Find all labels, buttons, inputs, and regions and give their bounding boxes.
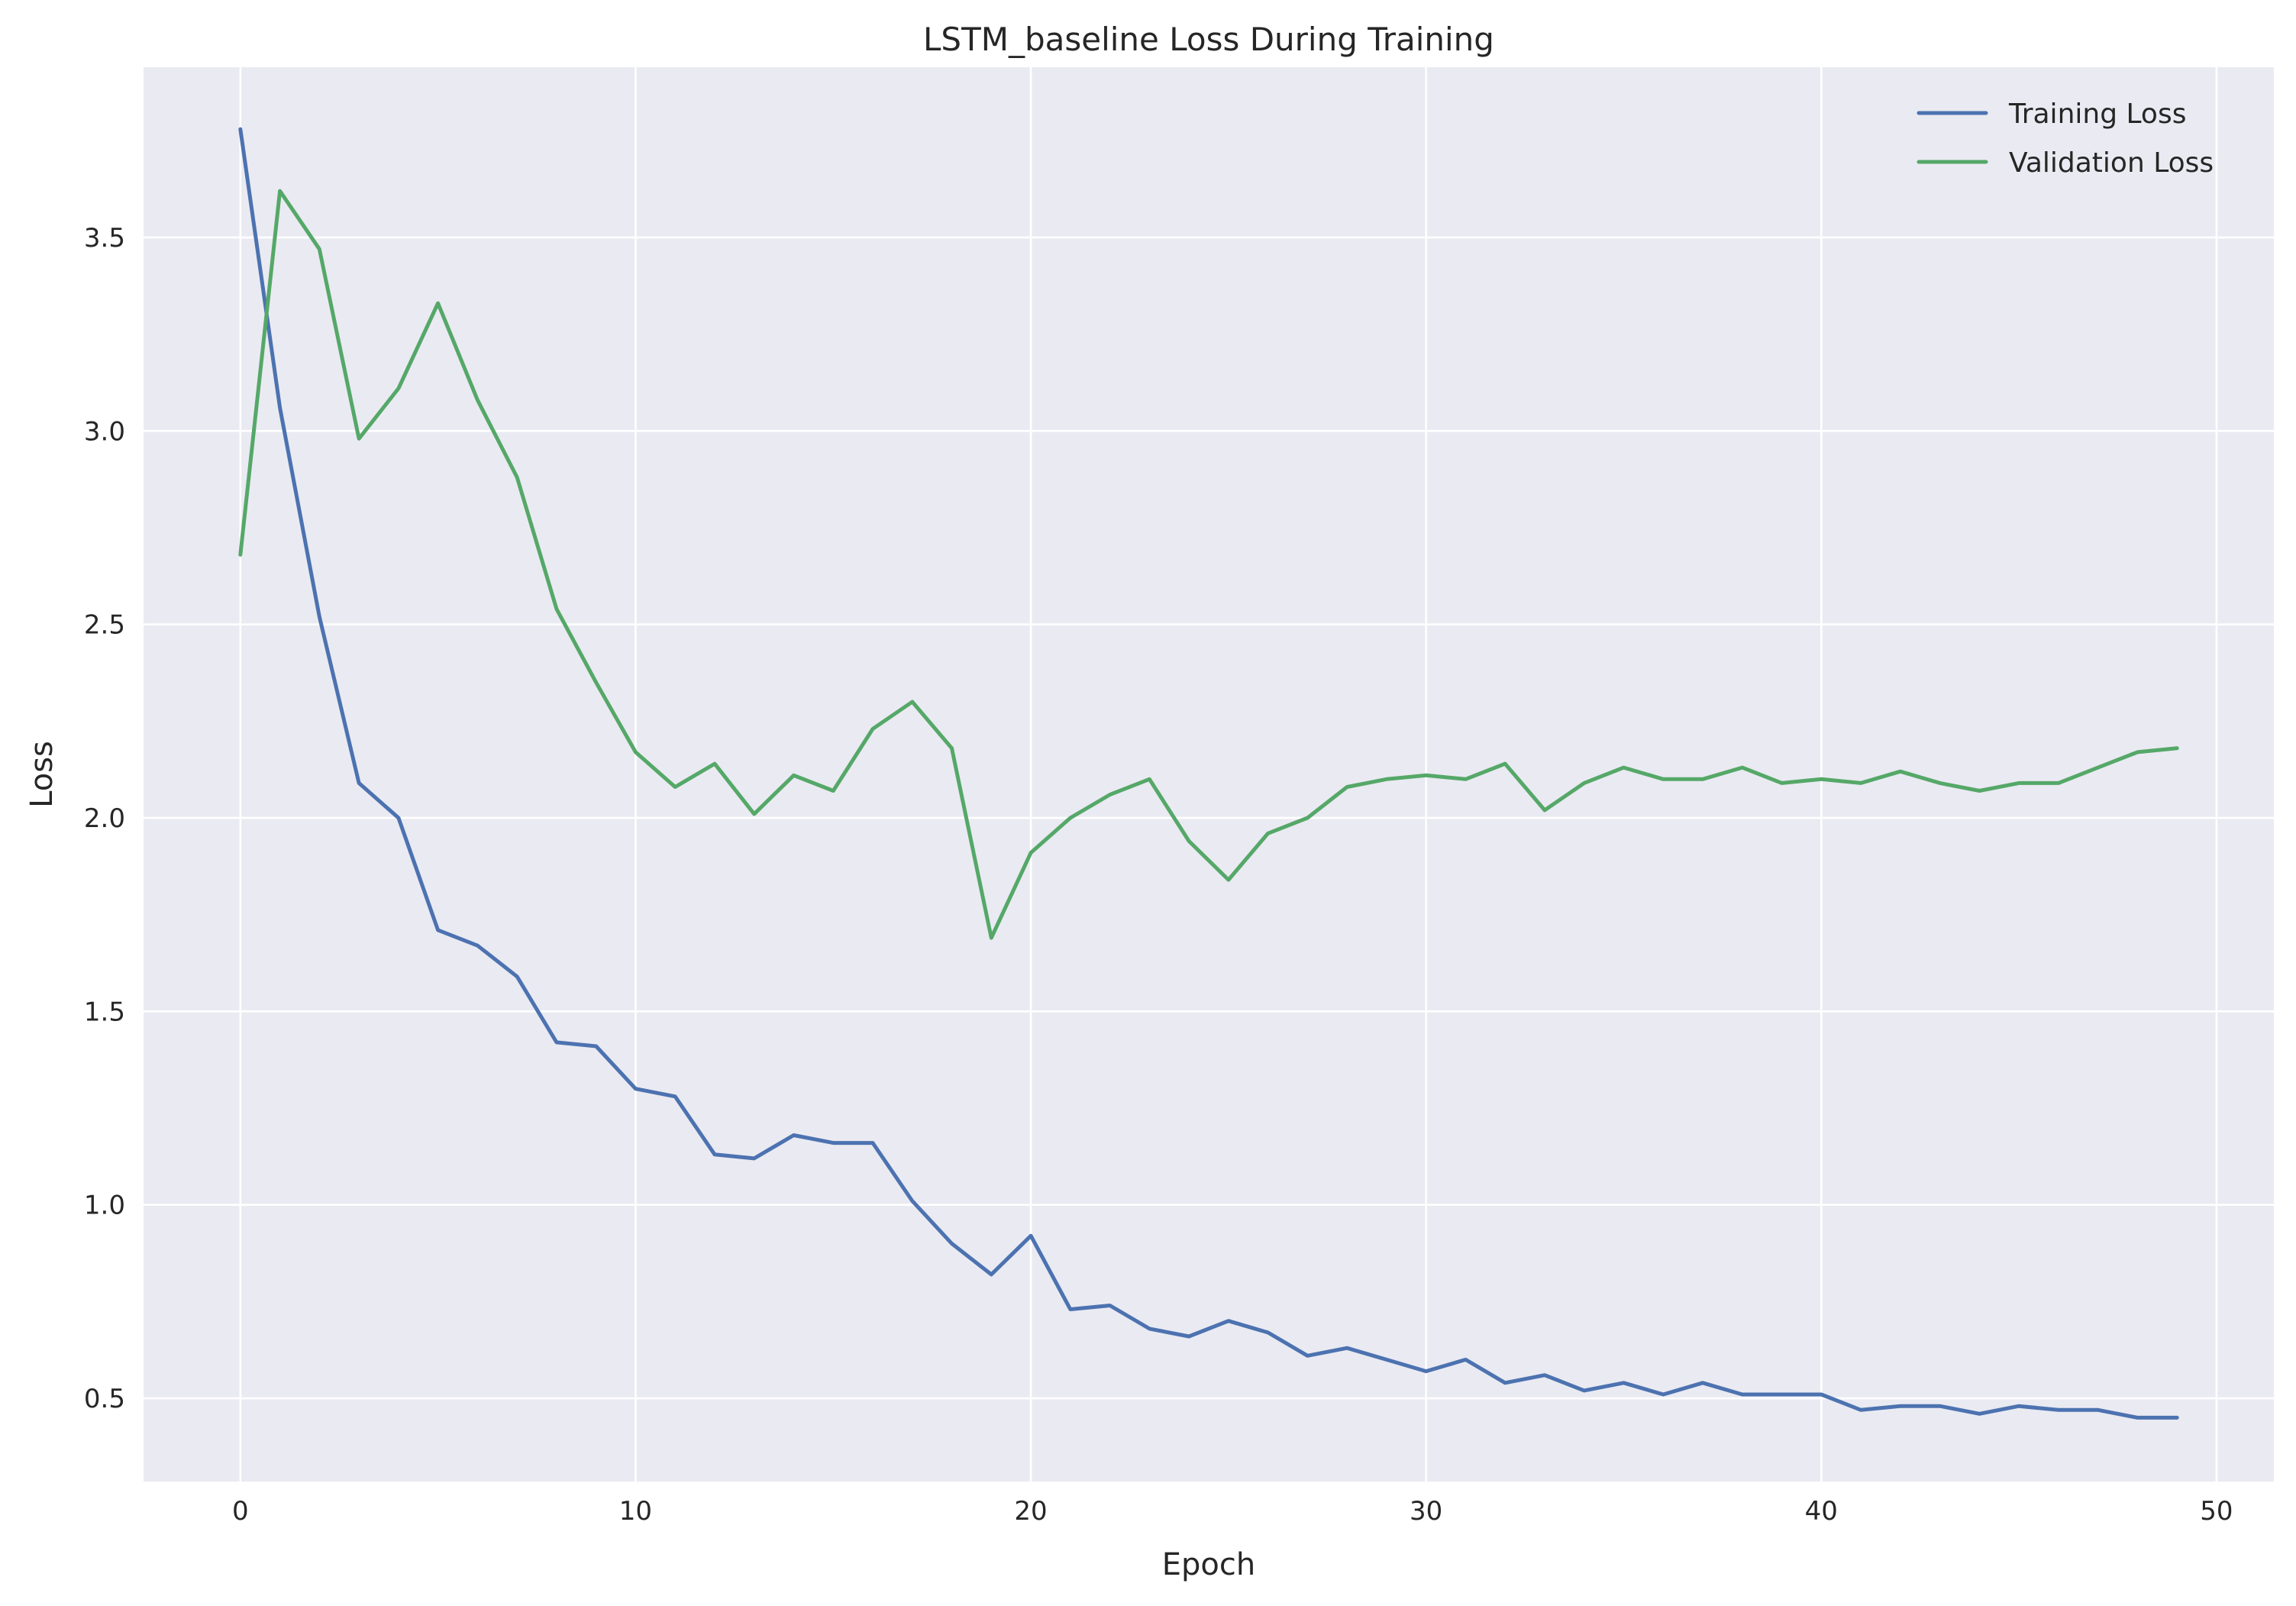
- series-layer: [238, 127, 2179, 1420]
- y-tick-label: 1.5: [84, 997, 125, 1027]
- x-tick-label: 50: [2200, 1496, 2233, 1527]
- chart-title: LSTM_baseline Loss During Training: [923, 21, 1494, 58]
- legend-label: Validation Loss: [2009, 147, 2214, 179]
- grid-lines: [144, 67, 2274, 1482]
- legend-label: Training Loss: [2008, 99, 2186, 130]
- y-axis-label: Loss: [24, 741, 60, 808]
- tick-labels: 0 10 20 30 40 50 0.5 1.0 1.5 2.0 2.5 3.0 3.5: [84, 223, 2233, 1527]
- x-tick-label: 20: [1014, 1496, 1047, 1527]
- x-tick-label: 0: [232, 1496, 249, 1527]
- y-tick-label: 2.0: [84, 803, 125, 834]
- y-tick-label: 3.0: [84, 416, 125, 447]
- legend: Training Loss Validation Loss: [1917, 99, 2214, 179]
- x-tick-label: 30: [1410, 1496, 1442, 1527]
- y-tick-label: 1.0: [84, 1191, 125, 1221]
- x-axis-label: Epoch: [1162, 1547, 1255, 1582]
- plot-background: [144, 67, 2274, 1482]
- x-tick-label: 10: [619, 1496, 652, 1527]
- x-tick-label: 40: [1805, 1496, 1838, 1527]
- y-tick-label: 3.5: [84, 223, 125, 254]
- y-tick-label: 2.5: [84, 610, 125, 641]
- series-line-validation-loss: [238, 189, 2179, 940]
- series-line-training-loss: [238, 127, 2179, 1420]
- y-tick-label: 0.5: [84, 1384, 125, 1414]
